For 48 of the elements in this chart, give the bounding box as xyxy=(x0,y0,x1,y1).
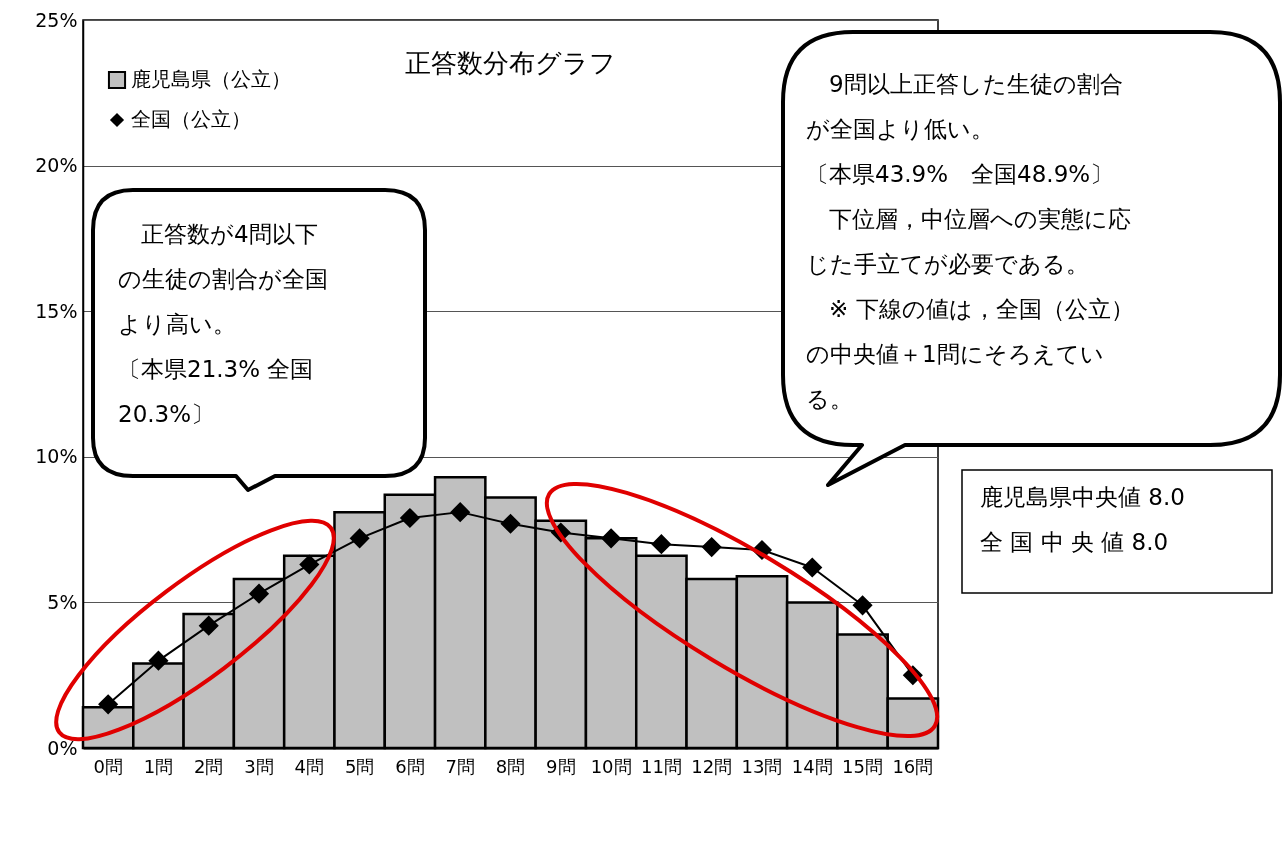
point xyxy=(148,650,169,671)
x-tick-label: 4問 xyxy=(294,755,325,777)
point xyxy=(651,534,672,554)
annotation: 〔本県21.3% 全国20.3%〕 xyxy=(118,355,315,429)
point xyxy=(349,528,370,548)
legend-label: 鹿児島県（公立） xyxy=(131,67,291,91)
x-tick-label: 3問 xyxy=(244,755,274,777)
x-tick-label: 16問 xyxy=(892,755,934,777)
annotation: 〔本県43.9% 全国48.9%〕 xyxy=(806,160,1115,189)
x-tick-label: 10問 xyxy=(590,755,632,777)
y-tick-label: 0% xyxy=(47,736,78,759)
x-tick-label: 7問 xyxy=(445,755,475,777)
annotation: 下位層，中位層への実態に応じた手立てが必要である。 xyxy=(806,205,1132,279)
x-tick-label: 2問 xyxy=(194,755,224,777)
x-tick-label: 1問 xyxy=(143,755,174,777)
x-tick-label: 13問 xyxy=(741,755,783,777)
x-tick-label: 0問 xyxy=(93,755,123,777)
point xyxy=(400,508,420,528)
x-tick-label: 15問 xyxy=(842,755,884,777)
x-tick-label: 12問 xyxy=(691,755,733,777)
x-tick-label: 6問 xyxy=(395,755,425,777)
point xyxy=(249,584,269,604)
point xyxy=(299,554,319,575)
point xyxy=(450,502,470,522)
annotation: 9問以上正答した生徒の割合が全国より低い。 xyxy=(806,70,1124,144)
y-tick-label: 15% xyxy=(35,299,78,322)
legend-label: 全国（公立） xyxy=(131,107,251,131)
point xyxy=(852,595,873,615)
text: 鹿児島県中央値 8.0 xyxy=(980,483,1185,512)
y-tick-label: 25% xyxy=(35,8,78,31)
y-tick-label: 20% xyxy=(35,154,78,177)
text: 正答数分布グラフ xyxy=(405,48,616,78)
point xyxy=(802,557,822,578)
x-tick-label: 14問 xyxy=(791,755,833,777)
x-tick-label: 11問 xyxy=(640,755,682,777)
point xyxy=(500,514,521,534)
x-tick-label: 9問 xyxy=(546,755,576,777)
y-tick-label: 5% xyxy=(47,590,78,613)
x-tick-label: 8問 xyxy=(495,755,526,777)
point xyxy=(702,537,722,557)
x-tick-label: 5問 xyxy=(344,755,375,777)
annotation: ※ 下線の値は，全国（公立）の中央値＋1問にそろえている。 xyxy=(806,295,1134,414)
text: 全 国 中 央 値 8.0 xyxy=(980,528,1169,557)
point xyxy=(199,616,219,636)
annotation: 正答数が4問以下の生徒の割合が全国より高い。 xyxy=(118,220,329,339)
y-tick-label: 10% xyxy=(35,445,78,468)
point xyxy=(601,528,621,548)
point xyxy=(98,694,118,714)
